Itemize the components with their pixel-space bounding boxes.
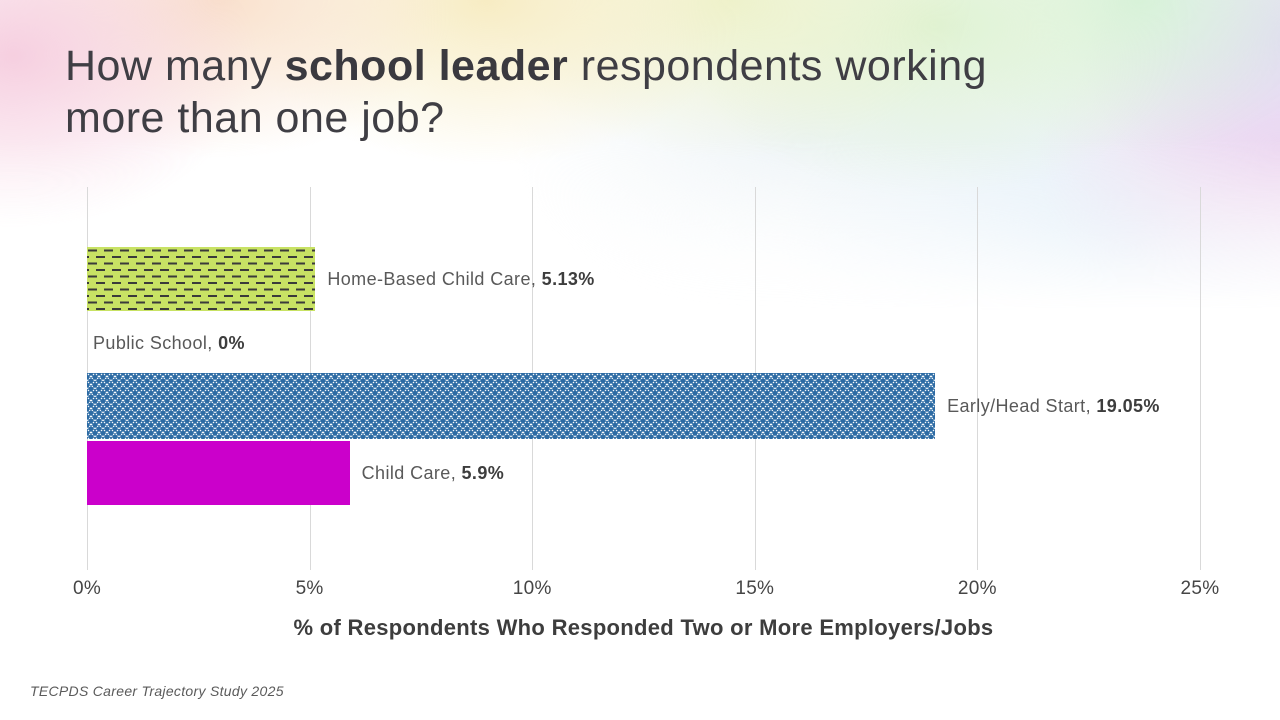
slide-title: How many school leader respondents worki… xyxy=(65,40,1225,145)
bar-label-public-school: Public School, 0% xyxy=(93,332,245,353)
x-axis-title: % of Respondents Who Responded Two or Mo… xyxy=(293,615,994,640)
x-tick-0: 0% xyxy=(72,578,102,599)
bar-child-care xyxy=(87,441,350,505)
gridline-20pct xyxy=(977,187,979,570)
bar-fill-lattice-pattern xyxy=(87,373,936,439)
title-text-after: respondents working xyxy=(568,42,988,90)
bar-label-child-care: Child Care, 5.9% xyxy=(361,462,505,483)
chart-plot-area: Home-Based Child Care, 5.13% Public Scho… xyxy=(73,187,1219,640)
gridline-25pct xyxy=(1200,187,1201,570)
x-tick-3: 15% xyxy=(735,578,775,599)
x-tick-5: 25% xyxy=(1180,578,1220,599)
x-tick-1: 5% xyxy=(295,578,324,599)
bar-label-early-head-start: Early/Head Start, 19.05% xyxy=(947,395,1160,416)
bar-row-public-school: Public School, 0% xyxy=(87,311,1200,375)
title-text-before: How many xyxy=(65,42,285,90)
slide-footnote: TECPDS Career Trajectory Study 2025 xyxy=(30,683,284,699)
bar-row-child-care: Child Care, 5.9% xyxy=(87,441,1200,505)
bar-early-head-start xyxy=(87,373,936,439)
x-tick-2: 10% xyxy=(512,578,552,599)
x-axis: 0% 5% 10% 15% 20% 25% xyxy=(73,578,1219,602)
bar-value-early-head-start: 19.05% xyxy=(1096,395,1160,416)
title-line2: more than one job? xyxy=(65,94,445,143)
x-tick-4: 20% xyxy=(957,578,997,599)
title-bold-phrase: school leader xyxy=(284,42,569,90)
bar-label-home-based-child-care: Home-Based Child Care, 5.13% xyxy=(327,268,595,289)
bar-row-home-based-child-care: Home-Based Child Care, 5.13% xyxy=(87,247,1200,311)
bar-value-public-school: 0% xyxy=(218,332,245,353)
bar-value-child-care: 5.9% xyxy=(461,462,505,483)
bar-home-based-child-care xyxy=(87,247,316,311)
bar-fill-dashed-pattern xyxy=(87,247,316,311)
bar-row-early-head-start: Early/Head Start, 19.05% xyxy=(87,373,1200,439)
bar-value-home-based-child-care: 5.13% xyxy=(541,268,595,289)
